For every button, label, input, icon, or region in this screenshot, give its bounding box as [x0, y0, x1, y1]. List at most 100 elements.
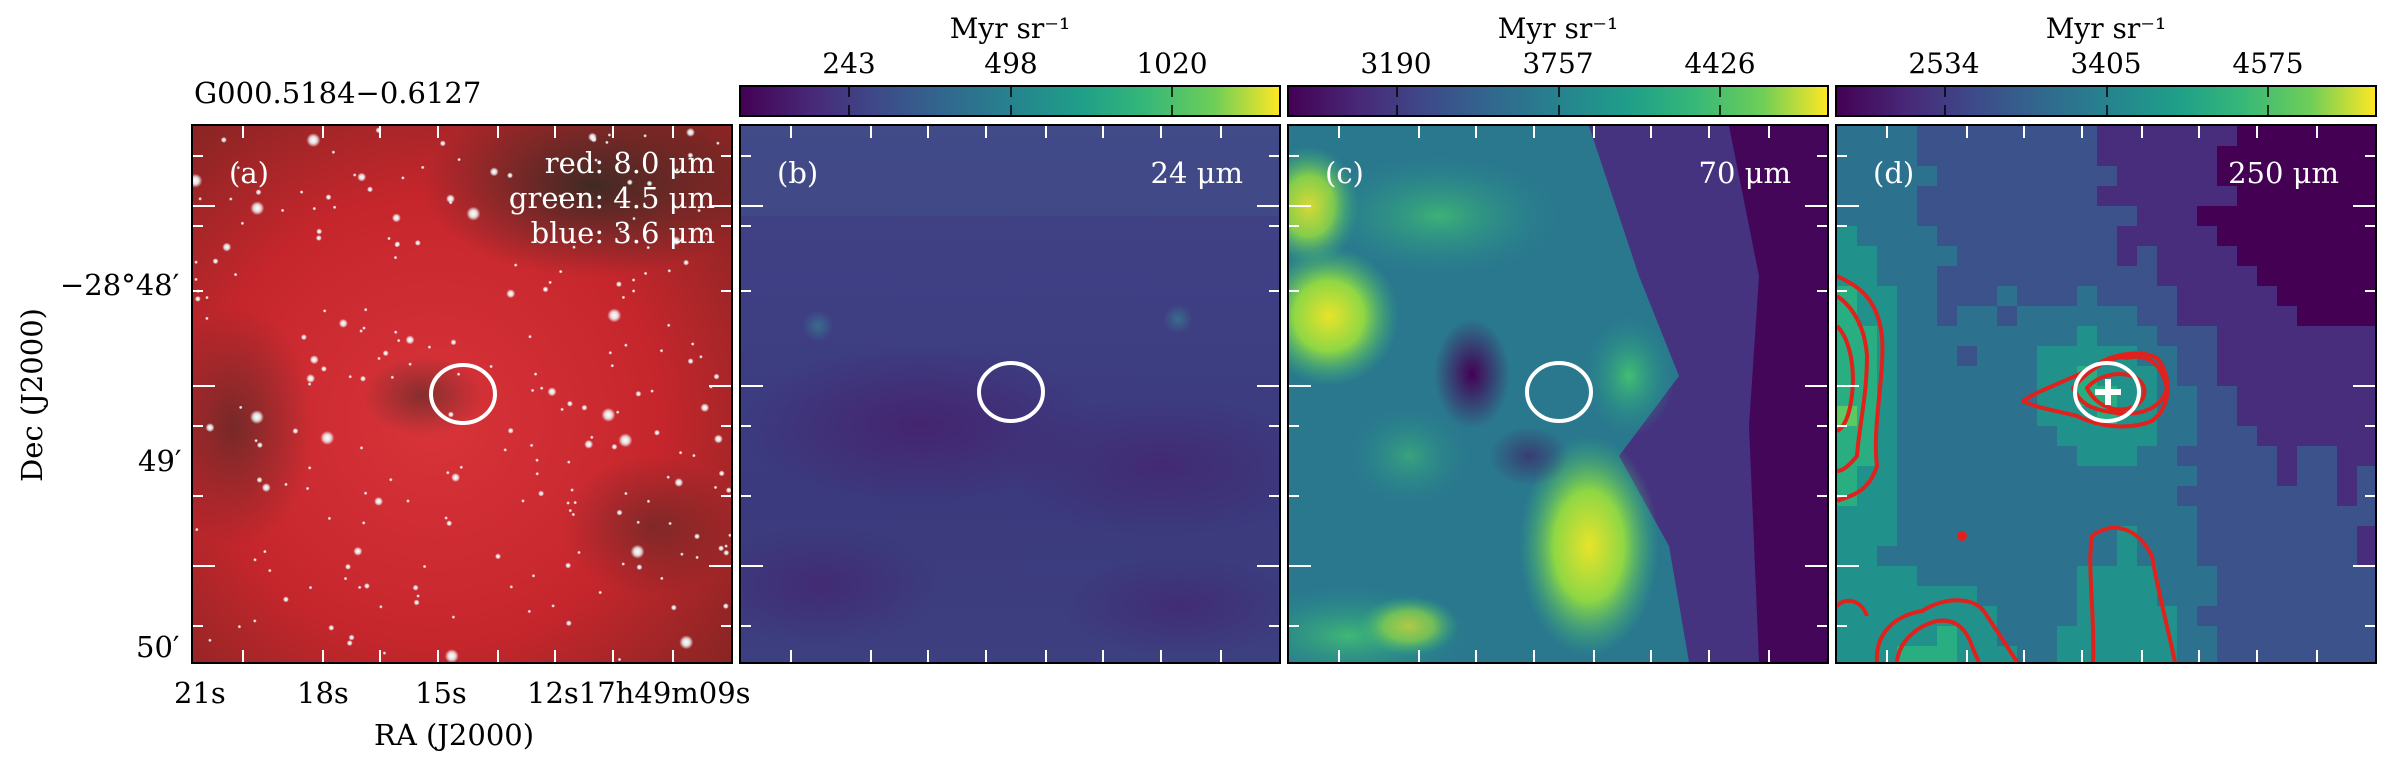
map-pixel: [2237, 506, 2257, 526]
map-pixel: [2217, 226, 2237, 246]
map-pixel: [1857, 246, 1877, 266]
map-pixel: [2317, 646, 2337, 662]
map-pixel: [2097, 306, 2117, 326]
map-pixel: [2077, 226, 2097, 246]
map-pixel: [2337, 386, 2357, 406]
map-pixel: [2057, 486, 2077, 506]
star-point: [255, 189, 262, 196]
map-pixel: [1917, 546, 1937, 566]
star-point: [237, 624, 242, 629]
map-pixel: [2217, 366, 2237, 386]
map-pixel: [2117, 286, 2137, 306]
map-pixel: [1897, 526, 1917, 546]
map-pixel: [2057, 466, 2077, 486]
ra-tick-label: 21s: [174, 676, 226, 710]
colorbar-unit-c: Myr sr⁻¹: [1497, 12, 1619, 45]
map-pixel: [1977, 386, 1997, 406]
map-pixel: [1937, 466, 1957, 486]
map-pixel: [1837, 186, 1857, 206]
map-pixel: [2357, 466, 2375, 486]
star-point: [353, 546, 363, 556]
map-pixel: [2217, 506, 2237, 526]
map-pixel: [2317, 186, 2337, 206]
map-pixel: [1917, 486, 1937, 506]
map-pixel: [2157, 246, 2177, 266]
map-pixel: [2317, 406, 2337, 426]
map-pixel: [2277, 586, 2297, 606]
star-point: [374, 496, 384, 506]
map-pixel: [1977, 446, 1997, 466]
map-pixel: [1917, 126, 1937, 146]
map-pixel: [2177, 426, 2197, 446]
map-pixel: [1977, 406, 1997, 426]
map-pixel: [2357, 326, 2375, 346]
star-point: [718, 545, 725, 552]
map-pixel: [2337, 146, 2357, 166]
map-pixel: [1937, 206, 1957, 226]
map-pixel: [2217, 566, 2237, 586]
map-pixel: [2057, 546, 2077, 566]
map-pixel: [2097, 606, 2117, 626]
star-point: [193, 173, 203, 188]
star-point: [387, 236, 391, 241]
map-pixel: [1877, 446, 1897, 466]
star-point: [253, 558, 257, 562]
map-pixel: [1857, 426, 1877, 446]
map-pixel: [2077, 206, 2097, 226]
map-pixel: [1917, 246, 1937, 266]
map-pixel: [2217, 466, 2237, 486]
star-point: [447, 411, 454, 418]
map-pixel: [2317, 146, 2337, 166]
aperture-ellipse: [977, 361, 1045, 423]
map-pixel: [1897, 146, 1917, 166]
map-pixel: [1957, 406, 1977, 426]
star-point: [607, 308, 622, 323]
map-pixel: [1837, 246, 1857, 266]
map-pixel: [1957, 266, 1977, 286]
star-point: [220, 136, 227, 143]
map-pixel: [2017, 566, 2037, 586]
map-pixel: [2337, 426, 2357, 446]
map-pixel: [2317, 166, 2337, 186]
map-pixel: [1957, 486, 1977, 506]
star-point: [728, 533, 731, 538]
map-pixel: [1977, 226, 1997, 246]
star-point: [306, 374, 316, 383]
star-point: [618, 227, 622, 231]
map-pixel: [2277, 546, 2297, 566]
map-pixel: [2357, 526, 2375, 546]
map-pixel: [1857, 506, 1877, 526]
map-pixel: [1937, 546, 1957, 566]
map-pixel: [2057, 146, 2077, 166]
map-pixel: [1857, 226, 1877, 246]
map-pixel: [2117, 546, 2137, 566]
map-pixel: [1917, 386, 1937, 406]
map-pixel: [1857, 266, 1877, 286]
colorbar-tick: 498: [984, 47, 1038, 80]
star-point: [713, 485, 718, 490]
map-pixel: [2097, 286, 2117, 306]
star-point: [379, 605, 383, 609]
map-pixel: [2177, 266, 2197, 286]
star-point: [551, 604, 555, 608]
map-pixel: [2177, 546, 2197, 566]
ra-tick-label: 12s17h49m09s: [527, 676, 751, 710]
map-pixel: [1897, 506, 1917, 526]
map-pixel: [2277, 466, 2297, 486]
map-pixel: [1957, 366, 1977, 386]
map-pixel: [2077, 306, 2097, 326]
map-pixel: [2017, 206, 2037, 226]
map-pixel: [2117, 226, 2137, 246]
rgb-legend-red: red: 8.0 μm: [544, 146, 715, 180]
map-pixel: [1977, 266, 1997, 286]
map-pixel: [1917, 466, 1937, 486]
map-pixel: [2217, 446, 2237, 466]
map-pixel: [1937, 286, 1957, 306]
map-pixel: [2157, 326, 2177, 346]
map-pixel: [2357, 206, 2375, 226]
map-pixel: [2257, 346, 2277, 366]
map-pixel: [2197, 286, 2217, 306]
map-pixel: [1897, 466, 1917, 486]
star-point: [250, 201, 265, 216]
star-point: [674, 478, 684, 487]
